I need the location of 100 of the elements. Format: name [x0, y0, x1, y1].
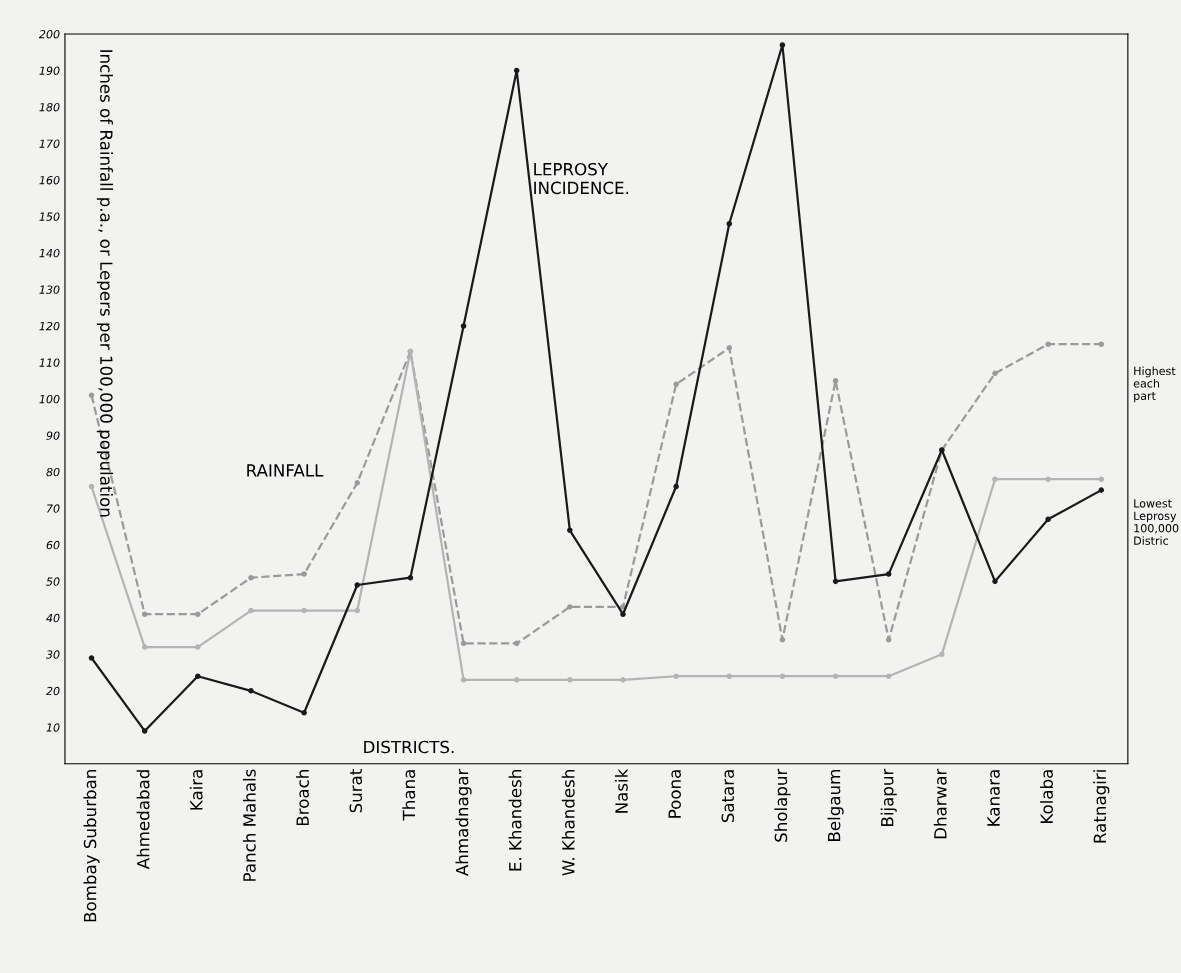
point — [1045, 341, 1051, 347]
point — [141, 728, 148, 734]
y-tick-label: 140 — [39, 248, 60, 258]
point — [301, 607, 307, 614]
point — [248, 688, 254, 694]
x-tick-label: Poona — [668, 770, 681, 818]
y-tick-label: 100 — [39, 394, 60, 404]
y-tick-label: 30 — [45, 650, 60, 659]
y-tick-label: 130 — [39, 285, 60, 294]
y-tick-label: 90 — [46, 431, 60, 440]
y-tick-label: 60 — [46, 540, 60, 550]
x-tick-label: Thana — [402, 770, 416, 821]
point — [354, 480, 361, 486]
point — [992, 370, 998, 377]
y-tick-label: 120 — [39, 321, 60, 331]
point — [939, 651, 945, 658]
point — [141, 611, 148, 617]
y-tick-label: 40 — [46, 613, 60, 623]
y-tick-label: 160 — [39, 175, 60, 185]
point — [567, 604, 573, 610]
x-tick-label: Sholapur — [774, 768, 791, 842]
point — [673, 673, 679, 680]
point — [195, 644, 201, 650]
point — [673, 381, 679, 388]
x-tick-label: Ahmedabad — [136, 770, 150, 870]
point — [779, 636, 786, 643]
x-tick-label: Ahmadnagar — [455, 768, 472, 876]
point — [88, 655, 95, 661]
y-tick-label: 110 — [39, 358, 60, 367]
point — [513, 640, 520, 647]
point — [195, 673, 201, 680]
y-tick-label: 170 — [39, 139, 60, 148]
point — [567, 677, 573, 683]
point — [460, 677, 467, 683]
point — [88, 483, 95, 490]
y-tick-label: 190 — [39, 66, 60, 75]
x-tick-label: W. Khandesh — [561, 770, 575, 876]
point — [354, 607, 361, 614]
y-tick-label: 80 — [46, 467, 60, 477]
x-tick-label: Bombay Suburban — [83, 770, 100, 922]
point — [248, 607, 254, 614]
x-tick-label: Broach — [296, 770, 309, 826]
point — [832, 377, 839, 384]
y-tick-label: 150 — [39, 212, 60, 221]
point — [141, 644, 148, 650]
text: Highest each part — [1133, 366, 1176, 403]
y-tick-label: 200 — [38, 30, 60, 39]
point — [992, 578, 998, 585]
point — [726, 345, 733, 351]
x-tick-label: Panch Mahals — [242, 769, 256, 881]
y-tick-label: 180 — [39, 103, 60, 112]
x-tick-label: Belgaum — [827, 770, 844, 841]
point — [1045, 516, 1051, 523]
point — [779, 42, 786, 48]
point — [301, 571, 307, 577]
point — [513, 67, 520, 74]
point — [726, 673, 733, 680]
point — [301, 709, 307, 716]
x-tick-label: Nasik — [614, 768, 628, 813]
point — [513, 677, 520, 683]
point — [1098, 487, 1105, 493]
point — [1098, 341, 1105, 347]
point — [832, 578, 839, 585]
text: Lowest Leprosy 100,000 Distric — [1134, 499, 1179, 545]
point — [673, 483, 679, 490]
y-tick-label: 10 — [46, 723, 60, 732]
annotation: LEPROSY INCIDENCE. — [534, 162, 629, 195]
x-tick-label: Satara — [721, 770, 735, 823]
point — [460, 640, 467, 647]
point — [779, 673, 786, 680]
point — [885, 673, 892, 680]
y-tick-label: 20 — [46, 686, 60, 696]
x-tick-label: Ratnagiri — [1093, 770, 1110, 843]
x-tick-label: Bijapur — [880, 768, 897, 826]
x-tick-label: Surat — [349, 769, 363, 813]
point — [726, 221, 733, 227]
point — [195, 611, 201, 617]
point — [248, 574, 254, 581]
point — [620, 604, 626, 610]
x-tick-label: Kolaba — [1040, 770, 1053, 823]
point — [885, 636, 892, 643]
point — [620, 677, 626, 683]
x-tick-label: Dharwar — [933, 768, 947, 839]
point — [885, 571, 892, 577]
x-axis-title: DISTRICTS. — [364, 740, 454, 754]
point — [407, 574, 414, 581]
y-tick-label: 70 — [46, 504, 60, 513]
point — [1045, 476, 1051, 482]
annotation: RAINFALL — [247, 464, 324, 477]
point — [620, 611, 626, 617]
y-tick-label: 50 — [46, 577, 60, 586]
point — [567, 527, 573, 534]
x-tick-label: Kanara — [987, 770, 1000, 826]
point — [832, 673, 839, 680]
point — [354, 582, 361, 588]
x-tick-label: Kaira — [189, 770, 203, 810]
point — [992, 476, 998, 482]
point — [460, 323, 467, 329]
x-tick-label: E. Khandesh — [508, 770, 522, 871]
point — [1098, 476, 1105, 482]
